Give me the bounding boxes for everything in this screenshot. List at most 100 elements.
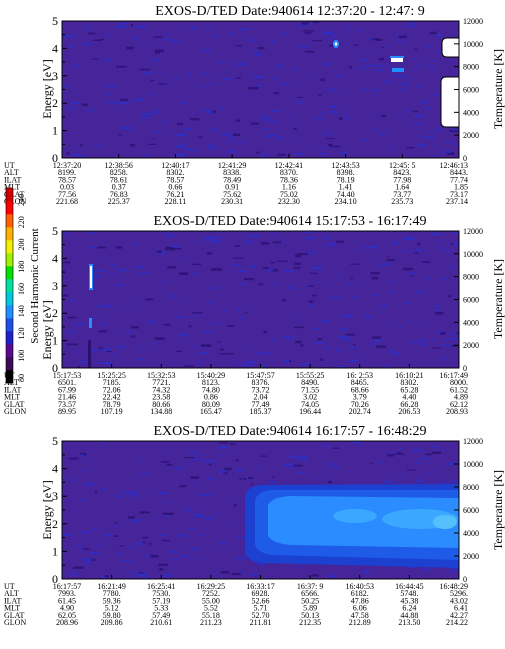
speckle: [314, 281, 323, 283]
speckle: [62, 294, 68, 297]
y-tick-label: 2: [52, 517, 58, 531]
speckle: [300, 46, 309, 49]
speckle: [319, 358, 324, 361]
table-cell: 12:38:56: [104, 161, 132, 170]
speckle: [106, 85, 115, 87]
speckle: [145, 298, 154, 301]
speckle: [451, 128, 459, 131]
x-tick-marks: [61, 154, 460, 158]
speckle: [283, 360, 290, 363]
speckle: [275, 137, 284, 140]
table-cell: 6566.: [301, 589, 319, 598]
spectrogram-speckles: [62, 21, 459, 158]
speckle: [414, 122, 421, 125]
speckle: [199, 241, 207, 243]
temperature-gap-upper: [441, 37, 459, 58]
row-label: GLAT: [4, 611, 25, 620]
speckle: [387, 281, 398, 283]
speckle: [211, 268, 222, 271]
table-cell: 8338.: [223, 168, 241, 177]
speckle: [163, 512, 174, 515]
speckle: [154, 49, 164, 52]
speckle: [208, 287, 219, 289]
speckle: [249, 265, 255, 268]
speckle: [411, 22, 416, 25]
colorbar-tick-label: 220: [17, 216, 26, 228]
speckle: [130, 144, 135, 147]
speckle: [153, 36, 163, 38]
speckle: [171, 40, 177, 43]
table-cell: 2.04: [254, 393, 268, 402]
colorbar-swatch: [6, 370, 13, 384]
y2-tick-label: 6000: [463, 296, 479, 305]
speckle: [312, 266, 323, 270]
speckle: [239, 316, 244, 319]
speckle: [387, 69, 390, 72]
speckle: [322, 62, 330, 66]
speckle: [108, 256, 112, 259]
speckle: [169, 245, 181, 248]
speckle: [208, 146, 218, 149]
speckle: [147, 143, 157, 145]
speckle: [203, 460, 214, 463]
speckle: [126, 46, 134, 50]
speckle: [217, 454, 221, 457]
y-axis-right: 0 2000 4000 6000 8000 10000 12000: [454, 227, 483, 373]
table-cell: 73.77: [393, 190, 411, 199]
speckle: [362, 140, 368, 142]
colorbar-tick-label: 240: [17, 194, 26, 206]
table-cell: 12:40:17: [161, 161, 189, 170]
row-label: ILAT: [4, 596, 21, 605]
speckle: [424, 278, 428, 281]
y2-tick-label: 2000: [463, 552, 479, 561]
table-cell: 4.89: [454, 393, 468, 402]
table-cell: 47.86: [351, 596, 369, 605]
speckle: [452, 231, 459, 234]
speckle: [94, 491, 98, 494]
speckle: [101, 576, 105, 578]
y2-tick-label: 0: [463, 364, 467, 373]
speckle: [219, 542, 228, 545]
speckle: [63, 233, 68, 235]
table-cell: 66.28: [400, 400, 418, 409]
speckle: [167, 266, 176, 269]
table-cell: 62.12: [450, 400, 468, 409]
speckle: [165, 233, 171, 235]
speckle: [204, 109, 211, 112]
speckle: [383, 80, 392, 83]
speckle: [205, 493, 212, 496]
speckle: [354, 44, 359, 46]
speckle: [270, 339, 278, 341]
speckle: [380, 305, 388, 307]
speckle: [130, 519, 142, 522]
speckle: [221, 78, 232, 80]
speckle: [192, 312, 203, 314]
speckle: [121, 560, 131, 562]
y-tick-label: 3: [52, 69, 58, 83]
speckle: [299, 319, 303, 321]
table-cell: 72.06: [103, 385, 121, 394]
speckle: [347, 282, 354, 285]
speckle: [197, 515, 205, 518]
speckle: [273, 92, 280, 95]
speckle: [253, 52, 263, 54]
speckle: [301, 22, 309, 25]
speckle: [263, 330, 267, 334]
speckle: [113, 535, 118, 537]
speckle: [213, 572, 216, 575]
speckle: [410, 275, 414, 277]
speckle: [427, 45, 432, 48]
speckle: [329, 105, 336, 109]
speckle: [63, 92, 66, 94]
speckle: [236, 63, 246, 66]
speckle: [83, 548, 90, 550]
speckle: [100, 362, 112, 365]
speckle: [379, 263, 391, 266]
speckle: [235, 119, 241, 122]
table-cell: 8423.: [393, 168, 411, 177]
speckle: [328, 144, 333, 146]
speckle: [148, 543, 153, 545]
table-cell: 185.37: [250, 407, 272, 416]
speckle: [165, 81, 168, 85]
speckle: [183, 535, 186, 538]
